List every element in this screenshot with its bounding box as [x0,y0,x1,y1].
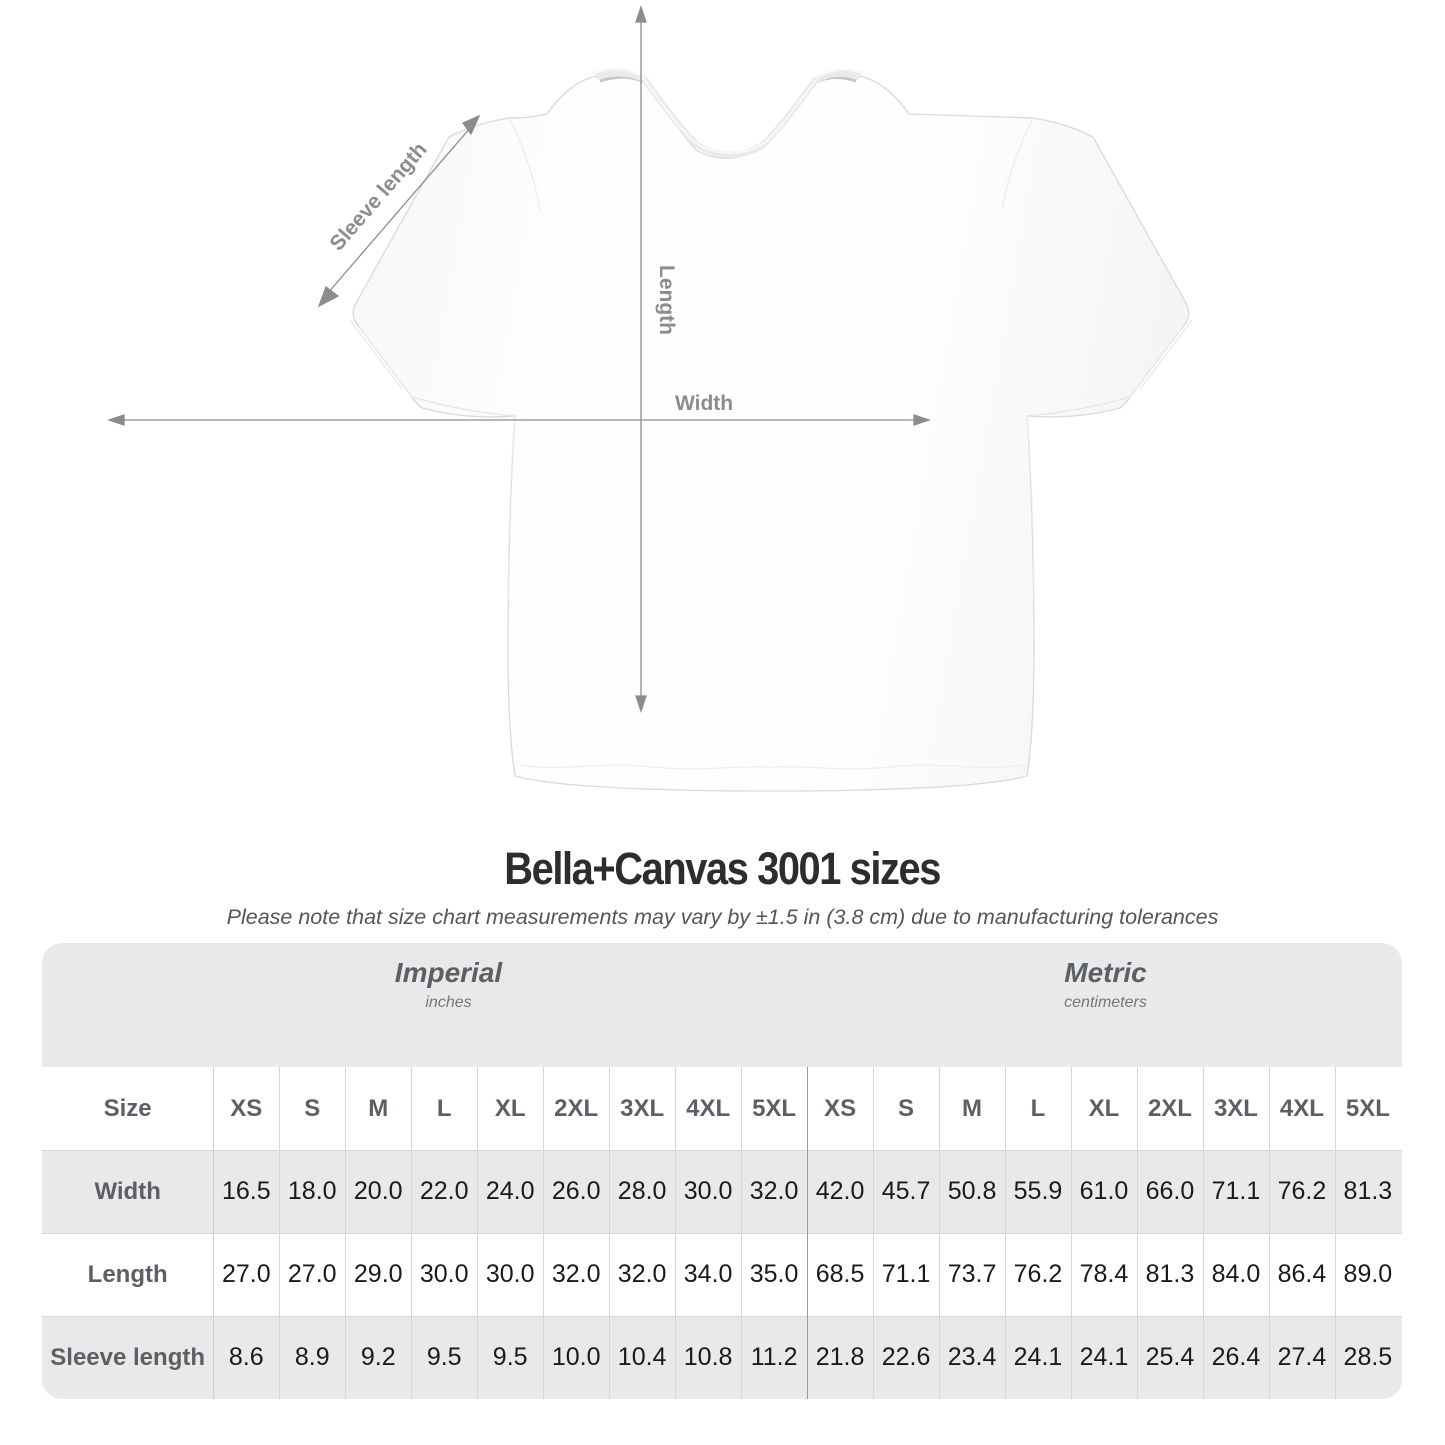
svg-text:Width: Width [675,392,733,415]
svg-text:Length: Length [655,265,678,335]
